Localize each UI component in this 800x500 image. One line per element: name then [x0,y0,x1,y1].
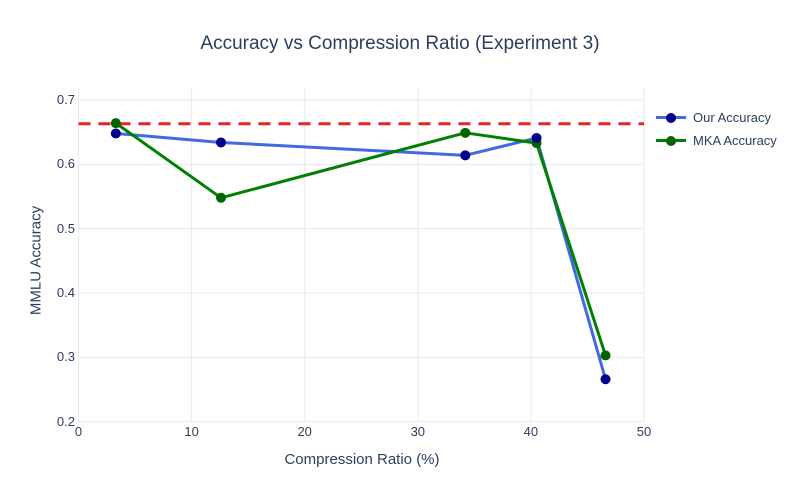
legend-swatch-icon [656,112,686,124]
legend-swatch-icon [656,135,686,147]
x-tick-label: 30 [410,424,426,439]
y-tick-label: 0.5 [56,220,75,236]
x-tick-label: 10 [184,424,199,439]
legend-item-mka-accuracy[interactable]: MKA Accuracy [656,129,777,152]
series-line-our-accuracy[interactable] [114,131,608,381]
data-point-marker-our-accuracy[interactable] [216,137,227,148]
y-tick-label: 0.7 [56,92,75,107]
chart-title: Accuracy vs Compression Ratio (Experimen… [200,33,600,54]
legend-marker-icon [666,135,676,146]
y-axis-title: MMLU Accuracy [27,205,45,316]
data-point-marker-mka-accuracy[interactable] [110,118,121,129]
x-tick-label: 40 [523,424,539,439]
y-tick-label: 0.4 [56,285,75,301]
data-point-marker-our-accuracy[interactable] [110,128,121,139]
legend-label: Our Accuracy [693,110,772,125]
data-point-marker-our-accuracy[interactable] [460,150,471,161]
legend: Our Accuracy MKA Accuracy [656,106,777,152]
data-point-marker-mka-accuracy[interactable] [460,127,471,138]
y-tick-label: 0.6 [56,156,75,172]
legend-item-our-accuracy[interactable]: Our Accuracy [656,106,777,129]
data-point-marker-our-accuracy[interactable] [531,132,542,143]
legend-marker-icon [666,112,676,123]
y-tick-label: 0.3 [56,349,75,365]
x-tick-label: 20 [297,424,312,439]
legend-label: MKA Accuracy [693,133,777,148]
x-tick-label: 50 [636,424,652,439]
data-point-marker-mka-accuracy[interactable] [216,192,227,203]
y-tick-label: 0.2 [56,413,75,429]
data-point-marker-our-accuracy[interactable] [600,374,611,385]
series-line-mka-accuracy[interactable] [114,121,608,357]
data-point-marker-mka-accuracy[interactable] [600,350,611,361]
x-axis-title: Compression Ratio (%) [284,451,440,468]
x-tick-label: 0 [74,424,83,439]
